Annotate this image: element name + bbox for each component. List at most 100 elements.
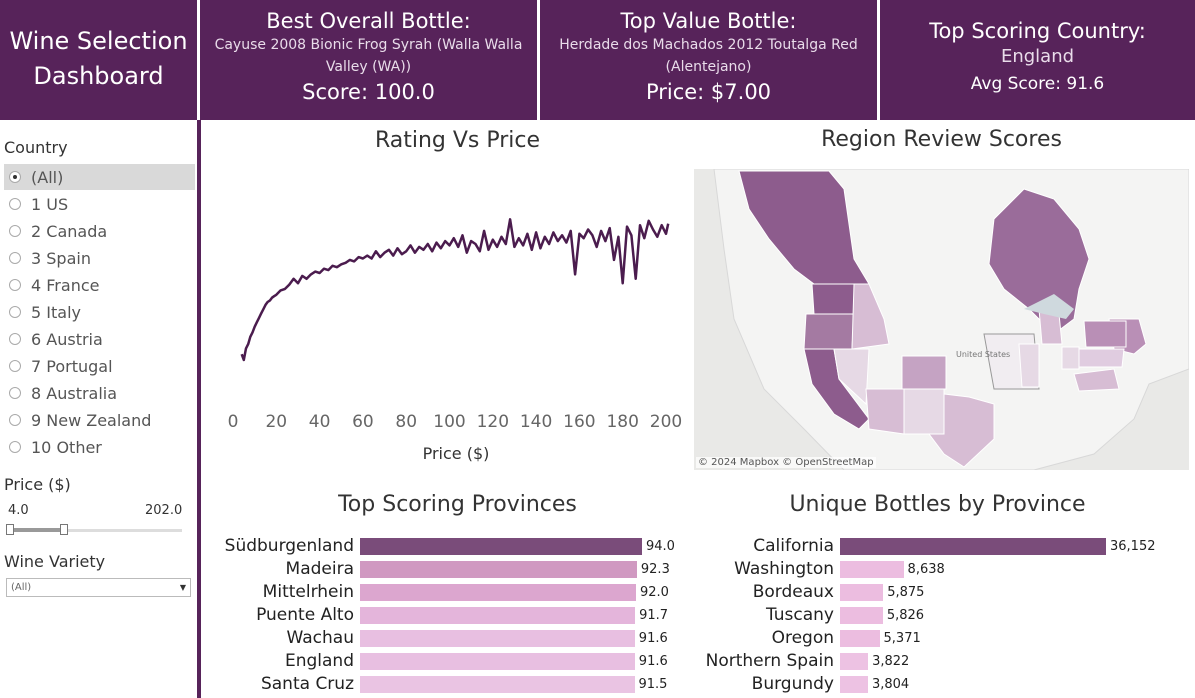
chevron-down-icon[interactable]: ▼ xyxy=(179,583,186,592)
x-tick-label: 140 xyxy=(520,412,552,432)
country-option[interactable]: (All) xyxy=(4,164,195,190)
x-tick-label: 180 xyxy=(606,412,638,432)
region-mid-atlantic[interactable] xyxy=(1078,348,1125,368)
top-country-score: Avg Score: 91.6 xyxy=(970,74,1105,94)
region-washington[interactable] xyxy=(811,283,855,315)
region-colorado[interactable] xyxy=(901,355,947,390)
radio-icon[interactable] xyxy=(9,252,21,264)
price-slider-max-handle[interactable] xyxy=(60,524,68,535)
bar-row[interactable]: Oregon 5,371 xyxy=(690,627,1170,650)
bar-row[interactable]: Tuscany 5,826 xyxy=(690,604,1170,627)
bar-category-label: Tuscany xyxy=(765,605,834,625)
region-oregon[interactable] xyxy=(803,313,855,350)
region-virginia[interactable] xyxy=(1073,368,1120,392)
radio-icon[interactable] xyxy=(9,414,21,426)
radio-icon[interactable] xyxy=(9,198,21,210)
bar[interactable] xyxy=(360,607,636,624)
country-option-label: 7 Portugal xyxy=(31,356,113,376)
bar-row[interactable]: Madeira 92.3 xyxy=(210,558,690,581)
radio-icon[interactable] xyxy=(9,225,21,237)
region-ohio[interactable] xyxy=(1061,346,1080,370)
region-idaho[interactable] xyxy=(851,283,890,350)
top-country-card: Top Scoring Country: England Avg Score: … xyxy=(880,0,1195,120)
rating-vs-price-chart[interactable]: 0 20 40 60 80 100 120 140 160 180 200 Price ($) xyxy=(210,160,690,470)
region-illinois[interactable] xyxy=(1018,343,1040,388)
bar[interactable] xyxy=(360,561,637,578)
bar-row[interactable]: Südburgenland 94.0 xyxy=(210,535,690,558)
country-option[interactable]: 8 Australia xyxy=(4,380,195,406)
bar-row[interactable]: Santa Cruz 91.5 xyxy=(210,673,690,696)
country-option[interactable]: 1 US xyxy=(4,191,195,217)
region-texas[interactable] xyxy=(928,393,995,468)
bar[interactable] xyxy=(840,584,884,601)
bar-row[interactable]: Mittelrhein 92.0 xyxy=(210,581,690,604)
country-option[interactable]: 9 New Zealand xyxy=(4,407,195,433)
radio-icon[interactable] xyxy=(9,387,21,399)
country-option-label: 10 Other xyxy=(31,437,102,457)
bar-value-label: 5,826 xyxy=(886,608,925,623)
country-option[interactable]: 2 Canada xyxy=(4,218,195,244)
country-filter-label: Country xyxy=(4,138,68,157)
bar-row[interactable]: Washington 8,638 xyxy=(690,558,1170,581)
bar-value-label: 8,638 xyxy=(907,562,945,577)
bar-category-label: Burgundy xyxy=(751,674,834,694)
bar-row[interactable]: California 36,152 xyxy=(690,535,1170,558)
x-tick-label: 160 xyxy=(563,412,595,432)
radio-icon[interactable] xyxy=(9,279,21,291)
radio-icon[interactable] xyxy=(9,360,21,372)
x-tick-label: 80 xyxy=(395,412,417,432)
bar-category-label: Washington xyxy=(734,559,834,579)
bar[interactable] xyxy=(840,676,868,693)
radio-icon[interactable] xyxy=(9,333,21,345)
bar[interactable] xyxy=(840,630,880,647)
value-bottle-label: Top Value Bottle: xyxy=(620,9,797,33)
region-new-mexico[interactable] xyxy=(903,388,945,435)
country-option-label: 8 Australia xyxy=(31,383,118,403)
bar-row[interactable]: England 91.6 xyxy=(210,650,690,673)
bar[interactable] xyxy=(360,653,635,670)
country-option[interactable]: 6 Austria xyxy=(4,326,195,352)
top-country-label: Top Scoring Country: xyxy=(929,19,1146,43)
bar-category-label: Santa Cruz xyxy=(260,674,354,694)
bar-value-label: 91.6 xyxy=(638,654,668,669)
country-option[interactable]: 3 Spain xyxy=(4,245,195,271)
country-option[interactable]: 7 Portugal xyxy=(4,353,195,379)
region-nevada[interactable] xyxy=(833,348,870,406)
region-ontario[interactable] xyxy=(988,188,1090,335)
variety-dropdown[interactable]: (All) ▼ xyxy=(6,578,191,597)
bar-row[interactable]: Wachau 91.6 xyxy=(210,627,690,650)
bar-row[interactable]: Northern Spain 3,822 xyxy=(690,650,1170,673)
bar-category-label: Wachau xyxy=(286,628,354,648)
bar[interactable] xyxy=(360,630,635,647)
bar[interactable] xyxy=(840,653,869,670)
rating-line[interactable] xyxy=(240,218,670,362)
x-tick-label: 60 xyxy=(352,412,374,432)
bar[interactable] xyxy=(840,561,904,578)
country-option[interactable]: 4 France xyxy=(4,272,195,298)
country-option[interactable]: 5 Italy xyxy=(4,299,195,325)
bar-category-label: Northern Spain xyxy=(705,651,834,671)
price-slider-min-handle[interactable] xyxy=(6,524,14,535)
x-tick-label: 0 xyxy=(228,412,239,432)
great-lakes xyxy=(1024,294,1074,319)
bar[interactable] xyxy=(840,538,1106,555)
country-option[interactable]: 10 Other xyxy=(4,434,195,460)
bar[interactable] xyxy=(360,584,636,601)
map-title: Region Review Scores xyxy=(821,127,1062,152)
region-new-york[interactable] xyxy=(1083,320,1127,348)
price-slider-track[interactable] xyxy=(8,529,182,532)
radio-icon[interactable] xyxy=(9,171,21,183)
region-map[interactable]: United States © 2024 Mapbox © OpenStreet… xyxy=(694,169,1189,470)
bar[interactable] xyxy=(840,607,883,624)
radio-icon[interactable] xyxy=(9,306,21,318)
price-max-value: 202.0 xyxy=(145,503,183,518)
region-arizona[interactable] xyxy=(865,388,905,435)
bar[interactable] xyxy=(360,538,642,555)
bar-row[interactable]: Puente Alto 91.7 xyxy=(210,604,690,627)
bar-row[interactable]: Burgundy 3,804 xyxy=(690,673,1170,696)
radio-icon[interactable] xyxy=(9,441,21,453)
dashboard-title: Wine Selection Dashboard xyxy=(9,27,188,90)
line-chart-title: Rating Vs Price xyxy=(374,128,541,153)
bar[interactable] xyxy=(360,676,635,693)
bar-row[interactable]: Bordeaux 5,875 xyxy=(690,581,1170,604)
